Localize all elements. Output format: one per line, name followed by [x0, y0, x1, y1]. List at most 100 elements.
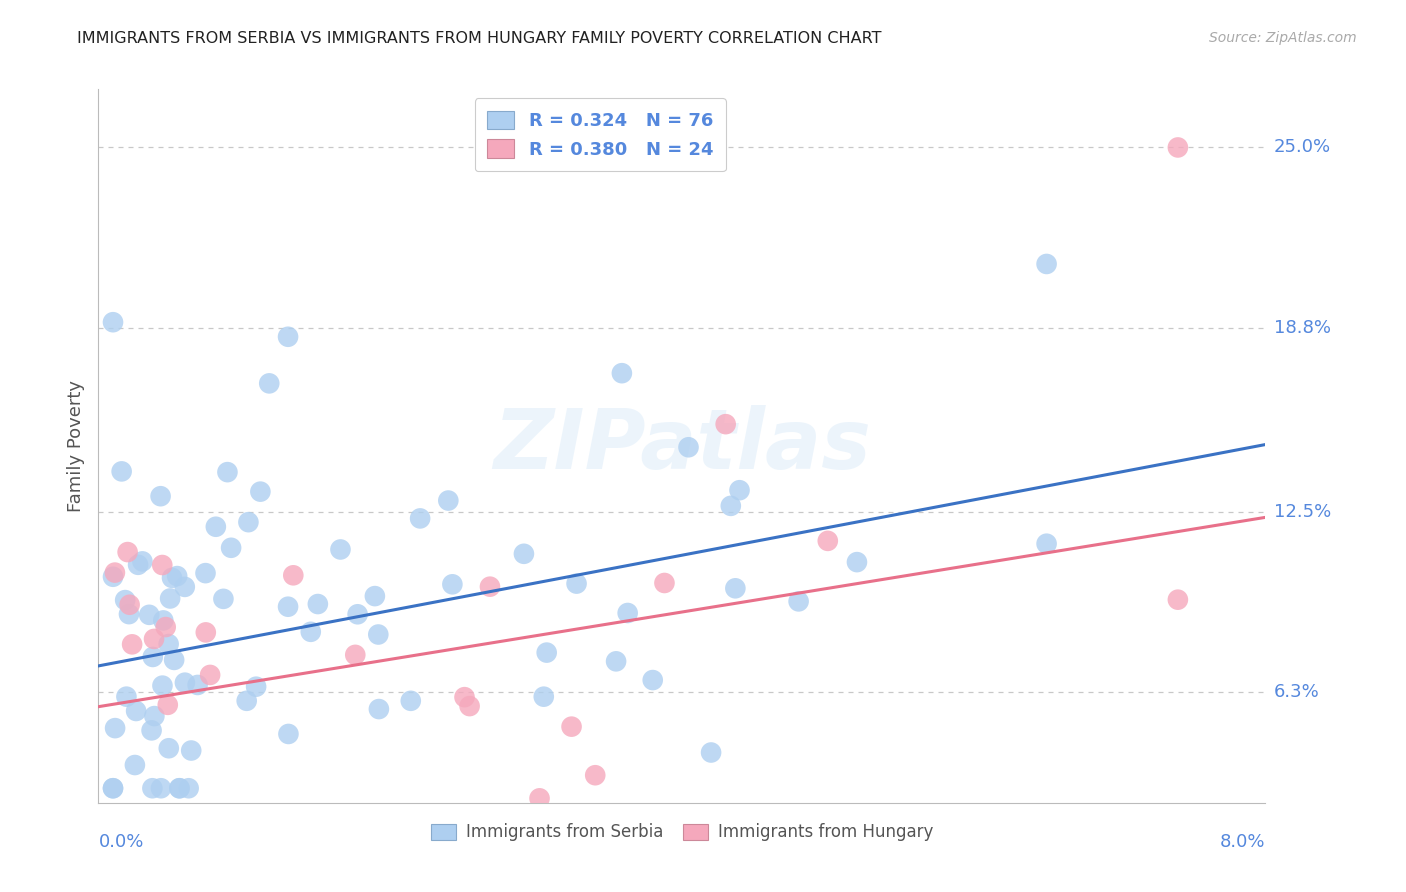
Point	[245, 680, 267, 694]
Point	[724, 582, 747, 596]
Point	[610, 366, 633, 380]
Point	[118, 607, 141, 621]
Point	[143, 709, 166, 723]
Text: Source: ZipAtlas.com: Source: ZipAtlas.com	[1209, 31, 1357, 45]
Point	[235, 694, 257, 708]
Point	[728, 483, 751, 498]
Point	[720, 499, 742, 513]
Point	[700, 746, 723, 760]
Point	[125, 704, 148, 718]
Point	[529, 791, 551, 805]
Point	[212, 591, 235, 606]
Point	[641, 673, 664, 687]
Point	[114, 593, 136, 607]
Point	[104, 566, 127, 580]
Point	[344, 648, 367, 662]
Point	[160, 571, 183, 585]
Point	[1167, 592, 1189, 607]
Text: 12.5%: 12.5%	[1274, 502, 1331, 521]
Point	[115, 690, 138, 704]
Point	[169, 781, 191, 796]
Point	[277, 727, 299, 741]
Point	[299, 624, 322, 639]
Point	[124, 758, 146, 772]
Point	[364, 589, 387, 603]
Point	[399, 694, 422, 708]
Point	[138, 607, 160, 622]
Point	[117, 545, 139, 559]
Point	[177, 781, 200, 796]
Point	[142, 649, 165, 664]
Point	[283, 568, 305, 582]
Point	[150, 558, 173, 572]
Point	[458, 699, 481, 714]
Point	[127, 558, 149, 572]
Point	[478, 580, 501, 594]
Point	[156, 698, 179, 712]
Legend: Immigrants from Serbia, Immigrants from Hungary: Immigrants from Serbia, Immigrants from …	[423, 817, 941, 848]
Point	[257, 376, 280, 391]
Point	[346, 607, 368, 622]
Point	[1035, 537, 1057, 551]
Text: 8.0%: 8.0%	[1220, 833, 1265, 851]
Point	[187, 678, 209, 692]
Point	[141, 781, 163, 796]
Point	[173, 580, 195, 594]
Point	[714, 417, 737, 432]
Point	[141, 723, 163, 738]
Text: ZIPatlas: ZIPatlas	[494, 406, 870, 486]
Point	[152, 614, 174, 628]
Point	[441, 577, 464, 591]
Point	[194, 625, 217, 640]
Text: 6.3%: 6.3%	[1274, 683, 1319, 701]
Point	[157, 741, 180, 756]
Point	[131, 554, 153, 568]
Point	[845, 555, 868, 569]
Point	[155, 620, 177, 634]
Text: 0.0%: 0.0%	[98, 833, 143, 851]
Point	[817, 533, 839, 548]
Point	[169, 781, 191, 796]
Point	[536, 646, 558, 660]
Point	[111, 464, 134, 478]
Point	[205, 520, 228, 534]
Point	[616, 606, 638, 620]
Point	[217, 465, 239, 479]
Point	[787, 594, 810, 608]
Point	[198, 668, 221, 682]
Point	[112, 818, 135, 832]
Point	[101, 315, 124, 329]
Point	[780, 825, 803, 839]
Text: IMMIGRANTS FROM SERBIA VS IMMIGRANTS FROM HUNGARY FAMILY POVERTY CORRELATION CHA: IMMIGRANTS FROM SERBIA VS IMMIGRANTS FRO…	[77, 31, 882, 46]
Point	[159, 591, 181, 606]
Point	[121, 637, 143, 651]
Point	[149, 781, 172, 796]
Point	[678, 440, 700, 454]
Point	[238, 515, 260, 529]
Point	[101, 781, 124, 796]
Point	[157, 637, 180, 651]
Text: 18.8%: 18.8%	[1274, 319, 1330, 337]
Point	[143, 632, 166, 646]
Point	[561, 720, 583, 734]
Point	[329, 542, 352, 557]
Point	[533, 690, 555, 704]
Point	[565, 576, 588, 591]
Point	[101, 570, 124, 584]
Point	[605, 654, 627, 668]
Point	[104, 721, 127, 735]
Text: 25.0%: 25.0%	[1274, 138, 1331, 156]
Point	[166, 569, 188, 583]
Point	[367, 627, 389, 641]
Point	[149, 489, 172, 503]
Point	[513, 547, 536, 561]
Point	[101, 781, 124, 796]
Point	[409, 511, 432, 525]
Point	[219, 541, 242, 555]
Point	[163, 653, 186, 667]
Point	[654, 576, 676, 591]
Point	[1167, 140, 1189, 154]
Point	[174, 675, 197, 690]
Point	[277, 599, 299, 614]
Point	[277, 330, 299, 344]
